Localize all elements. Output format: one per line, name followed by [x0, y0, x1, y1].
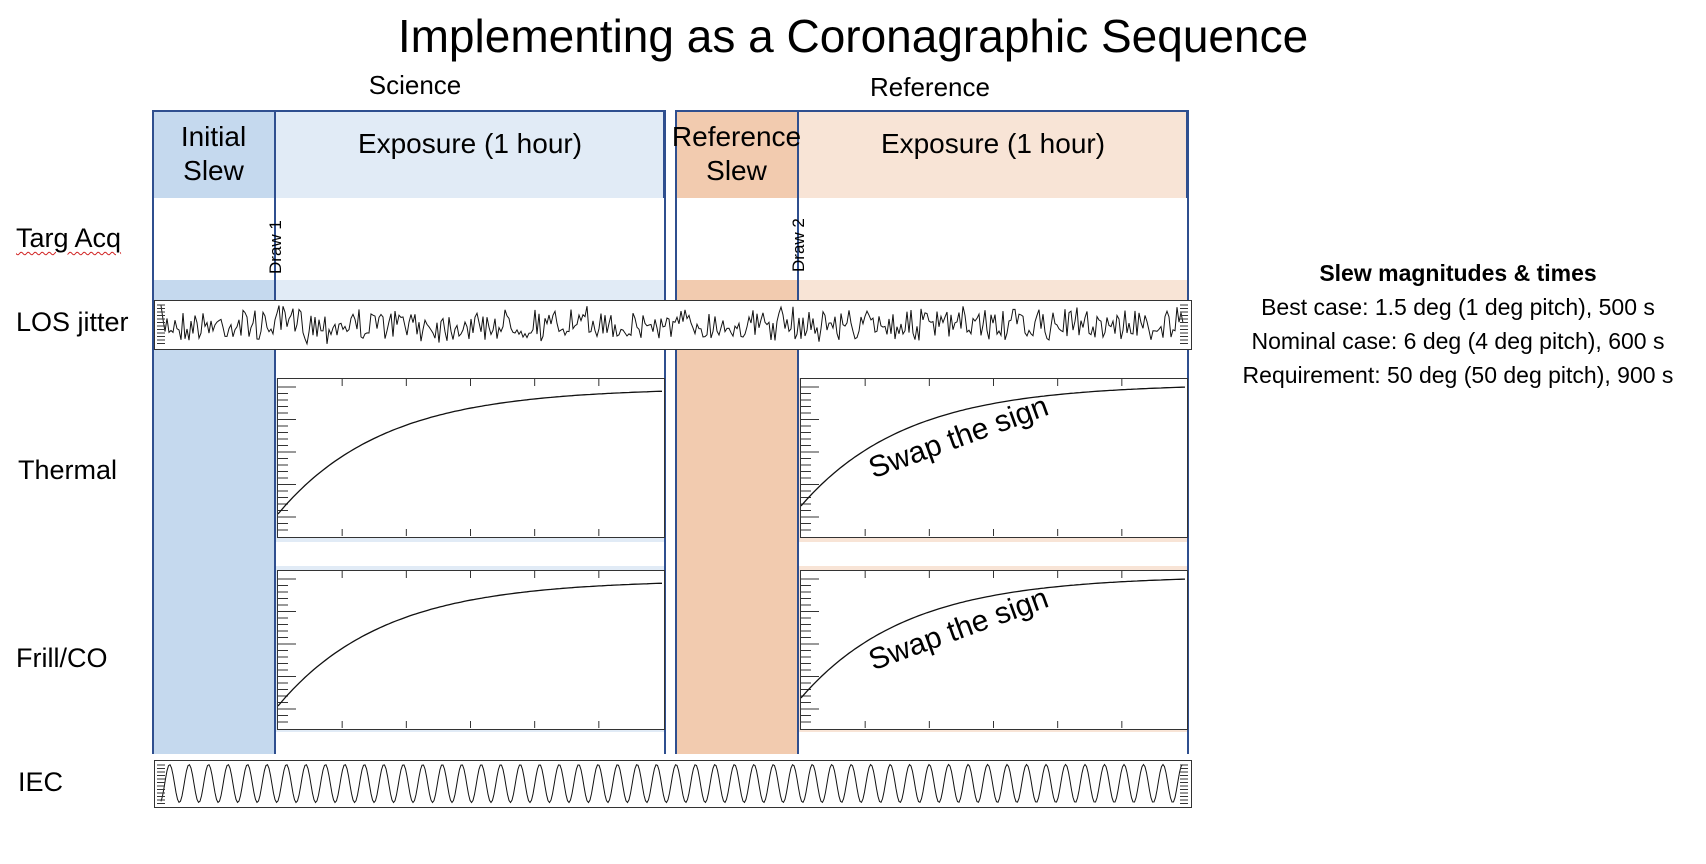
thermal-reference-curve: [801, 386, 1186, 507]
los-jitter-label: LOS jitter: [16, 307, 129, 337]
frill-reference-curve: [801, 578, 1186, 699]
frame-line-left: [152, 110, 154, 754]
slew-notes: Slew magnitudes & times Best case: 1.5 d…: [1210, 256, 1706, 392]
frame-line-ref-right: [1187, 110, 1189, 754]
draw-2-label: Draw 2: [789, 218, 808, 272]
sci-gap-3: [275, 732, 665, 754]
initial-slew-label: Initial Slew: [180, 121, 247, 186]
reference-slew-lower: [675, 280, 798, 754]
los-jitter-axis-ticks: [157, 304, 1188, 344]
slew-note-requirement: Requirement: 50 deg (50 deg pitch), 900 …: [1242, 362, 1674, 388]
frame-line-draw1: [274, 110, 276, 754]
thermal-reference-plot: [800, 378, 1188, 538]
initial-slew-lower: [152, 280, 275, 754]
slew-note-nominal: Nominal case: 6 deg (4 deg pitch), 600 s: [1251, 328, 1665, 354]
slew-notes-heading: Slew magnitudes & times: [1319, 260, 1597, 286]
los-jitter-plot: [154, 300, 1192, 350]
sci-gap-2: [275, 542, 665, 566]
ref-gap-1: [798, 350, 1188, 378]
ref-gap-3: [798, 732, 1188, 754]
frame-line-sci-right: [664, 110, 666, 754]
thermal-science-curve: [278, 390, 662, 515]
reference-slew-label: Reference Slew: [671, 121, 802, 186]
sci-gap-1: [275, 350, 665, 378]
targ-acq-row-gap: [152, 198, 1188, 280]
frame-line-draw2: [797, 110, 799, 754]
frame-line-ref-left: [675, 110, 677, 754]
reference-exposure-label: Exposure (1 hour): [880, 128, 1106, 159]
thermal-label: Thermal: [18, 455, 118, 485]
frill-co-label: Frill/CO: [16, 643, 108, 673]
iec-axis-ticks: [157, 764, 1188, 804]
frill-science-curve: [278, 582, 662, 707]
science-exposure-label: Exposure (1 hour): [357, 128, 583, 159]
ref-gap-2: [798, 542, 1188, 566]
frill-science-plot: [277, 570, 665, 730]
frill-reference-plot: [800, 570, 1188, 730]
reference-phase-label: Reference: [870, 72, 990, 102]
iec-plot: [154, 760, 1192, 808]
targ-acq-label: Targ Acq: [16, 223, 122, 253]
targ-acq-gap-slew1: [152, 198, 275, 280]
iec-trace: [160, 763, 1183, 804]
science-phase-label: Science: [368, 70, 462, 100]
slide-title: Implementing as a Coronagraphic Sequence: [397, 10, 1309, 62]
los-jitter-trace: [160, 305, 1184, 346]
slew-note-best: Best case: 1.5 deg (1 deg pitch), 500 s: [1261, 294, 1655, 320]
draw-1-label: Draw 1: [266, 220, 285, 274]
iec-label: IEC: [18, 767, 64, 797]
thermal-science-plot: [277, 378, 665, 538]
